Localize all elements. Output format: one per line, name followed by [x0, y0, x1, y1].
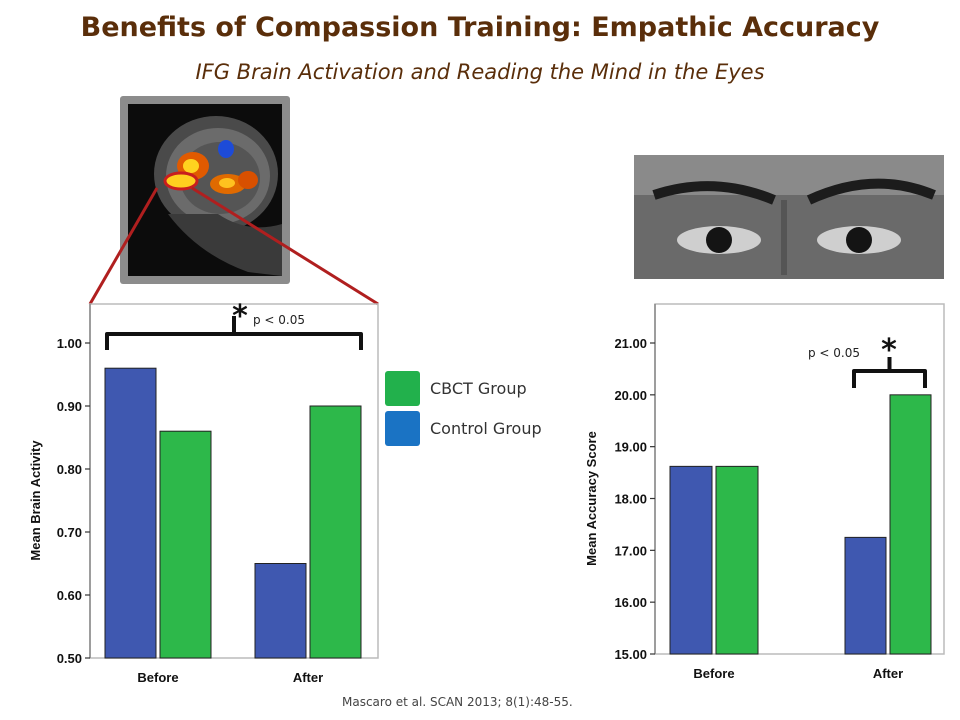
legend-swatch-cbct — [385, 370, 420, 406]
y-tick-label: 0.80 — [57, 462, 82, 477]
y-tick-label: 0.50 — [57, 651, 82, 666]
y-axis-label: Mean Accuracy Score — [584, 431, 599, 566]
bar-before-control — [669, 465, 713, 655]
zoom-connector-left — [88, 187, 159, 305]
x-tick-label: After — [873, 666, 903, 681]
x-tick-label: Before — [137, 670, 178, 685]
legend-swatch-control — [385, 410, 420, 446]
bar-after-cbct — [309, 405, 362, 659]
p-value-label: p < 0.05 — [808, 346, 860, 360]
significance-star: * — [232, 299, 248, 334]
brain-activity-chart: 0.50 0.60 0.70 0.80 0.90 1.00 Mean Brain Activ… — [28, 299, 379, 685]
brain-scan-graphic — [154, 116, 282, 276]
legend-item-cbct: CBCT Group — [385, 370, 527, 406]
p-value-label: p < 0.05 — [253, 313, 305, 327]
bar-after-cbct — [889, 394, 932, 655]
y-tick-label: 16.00 — [614, 595, 647, 610]
significance-bracket — [105, 332, 363, 350]
y-tick-label: 19.00 — [614, 440, 647, 455]
x-tick-label: After — [293, 670, 323, 685]
y-tick-label: 0.60 — [57, 588, 82, 603]
slide-title: Benefits of Compassion Training: Empathi… — [80, 12, 880, 43]
significance-star: * — [881, 333, 897, 368]
eyes-graphic — [634, 155, 944, 279]
y-axis-label: Mean Brain Activity — [28, 440, 43, 561]
y-tick-label: 20.00 — [614, 388, 647, 403]
y-tick-label: 1.00 — [57, 336, 82, 351]
y-tick-label: 0.90 — [57, 399, 82, 414]
legend-label-control: Control Group — [430, 418, 542, 438]
bar-after-control — [844, 536, 887, 655]
legend-item-control: Control Group — [385, 410, 542, 446]
bar-before-cbct — [715, 465, 759, 655]
y-tick-label: 15.00 — [614, 647, 647, 662]
slide-subtitle: IFG Brain Activation and Reading the Min… — [195, 60, 765, 84]
zoom-connector-right — [191, 186, 379, 306]
accuracy-score-chart: 15.00 16.00 17.00 18.00 19.00 20.00 21.00 Mean … — [584, 303, 945, 681]
x-tick-label: Before — [693, 666, 734, 681]
eyes-photo — [634, 155, 944, 279]
y-tick-label: 18.00 — [614, 492, 647, 507]
citation: Mascaro et al. SCAN 2013; 8(1):48-55. — [342, 695, 573, 709]
y-tick-label: 17.00 — [614, 543, 647, 558]
y-tick-label: 21.00 — [614, 336, 647, 351]
legend-label-cbct: CBCT Group — [430, 378, 527, 398]
bar-before-control — [104, 367, 157, 659]
y-tick-label: 0.70 — [57, 525, 82, 540]
bar-before-cbct — [159, 430, 212, 659]
bar-after-control — [254, 563, 307, 659]
significance-bracket — [852, 369, 927, 388]
brain-scan-image — [120, 96, 290, 284]
